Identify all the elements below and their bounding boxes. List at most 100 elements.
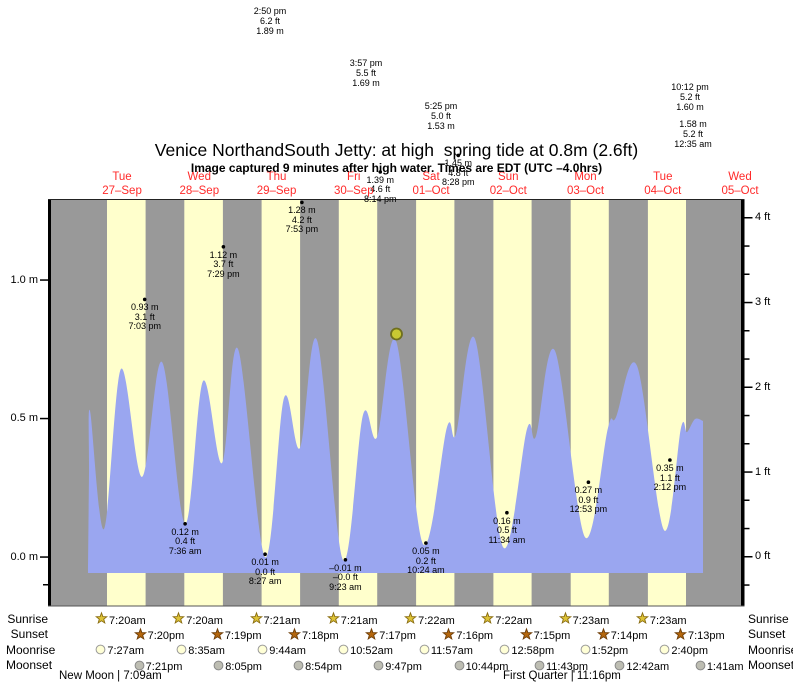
sunrise-star bbox=[94, 611, 109, 630]
moonrise-circle bbox=[338, 642, 349, 660]
moonrise-time: 9:44am bbox=[269, 645, 306, 657]
tide-event-dot bbox=[343, 558, 348, 562]
tide-annotation: 0.35 m 1.1 ft 2:12 pm bbox=[653, 463, 687, 493]
sunset-entry: 7:16pm bbox=[442, 627, 493, 646]
moonrise-circle bbox=[176, 642, 187, 660]
right-axis-tick bbox=[744, 330, 750, 332]
moonset-time: 11:43pm bbox=[545, 660, 588, 673]
tide-annotation: 0.05 m 0.2 ft 10:24 am bbox=[407, 546, 445, 576]
sunrise-star bbox=[326, 611, 340, 630]
moonset-time: 8:54pm bbox=[305, 660, 342, 673]
y-axis-right-label: 2 ft bbox=[755, 380, 771, 393]
plot-bottom-border bbox=[48, 605, 745, 607]
moonset-circle bbox=[454, 658, 465, 676]
sunset-time: 7:18pm bbox=[302, 630, 339, 642]
right-axis-tick bbox=[744, 301, 753, 304]
moonset-circle bbox=[213, 658, 224, 676]
left-axis-tick bbox=[40, 556, 48, 558]
right-axis-tick bbox=[744, 386, 753, 388]
day-label: Thu 29–Sep bbox=[256, 171, 297, 197]
sunset-star bbox=[287, 627, 302, 646]
sunrise-row-label-left: Sunrise bbox=[7, 611, 48, 626]
offchart-tide-annotation: 2:50 pm 6.2 ft 1.89 m bbox=[253, 5, 287, 37]
tide-annotation: 0.16 m 0.5 ft 11:34 am bbox=[488, 515, 526, 545]
y-axis-left-label: 0.5 m bbox=[10, 412, 38, 424]
sunrise-entry: 7:20am bbox=[94, 611, 146, 630]
moonrise-entry: 8:35am bbox=[176, 642, 225, 660]
moonrise-circle bbox=[419, 642, 430, 660]
sunrise-time: 7:23am bbox=[572, 614, 610, 627]
sunset-entry: 7:14pm bbox=[596, 627, 648, 646]
day-label: Mon 03–Oct bbox=[566, 171, 605, 197]
tide-annotation: 1.28 m 4.2 ft 7:53 pm bbox=[285, 205, 319, 235]
plot-top-border bbox=[48, 199, 745, 200]
right-axis-tick bbox=[744, 245, 750, 247]
left-axis-tick bbox=[40, 417, 48, 420]
tide-event-dot bbox=[142, 297, 147, 302]
moonrise-entry: 9:44am bbox=[257, 642, 306, 660]
moonrise-entry: 2:40pm bbox=[659, 642, 708, 660]
tide-event-dot bbox=[263, 552, 267, 556]
tide-annotation: –0.01 m –0.0 ft 9:23 am bbox=[329, 562, 362, 592]
right-axis-tick bbox=[744, 443, 750, 445]
sunrise-time: 7:23am bbox=[649, 614, 687, 627]
page-title: Venice NorthandSouth Jetty: at high spri… bbox=[154, 140, 639, 160]
right-axis-tick bbox=[744, 273, 750, 275]
moonrise-circle bbox=[499, 642, 510, 660]
y-axis-right-label: 1 ft bbox=[755, 465, 771, 478]
moonrise-time: 11:57am bbox=[430, 645, 473, 657]
moonrise-circle bbox=[257, 642, 268, 660]
moon-phase-label: First Quarter | 11:16pm bbox=[503, 670, 621, 682]
sunrise-entry: 7:21am bbox=[326, 611, 378, 630]
right-axis-tick bbox=[744, 471, 753, 473]
day-label: Wed 05–Oct bbox=[721, 171, 759, 197]
tide-event-dot bbox=[221, 245, 226, 249]
tide-event-dot bbox=[183, 522, 187, 526]
sunset-time: 7:16pm bbox=[456, 630, 494, 642]
y-axis-left-label: 1.0 m bbox=[10, 273, 38, 286]
sunrise-star bbox=[481, 611, 495, 630]
moonrise-time: 2:40pm bbox=[671, 645, 709, 657]
sunrise-entry: 7:23am bbox=[558, 611, 610, 630]
moonset-time: 7:21pm bbox=[145, 660, 183, 673]
moon-phase-label: New Moon | 7:09am bbox=[59, 670, 162, 682]
moonset-row-label-right: Moonset bbox=[748, 658, 793, 672]
offchart-tide-annotation: 10:12 pm 5.2 ft 1.60 m bbox=[671, 81, 709, 113]
moonset-entry: 7:21pm bbox=[134, 658, 183, 676]
sunrise-star bbox=[404, 611, 418, 630]
page-subtitle: Image captured 9 minutes after high wate… bbox=[190, 161, 603, 175]
day-label: Sun 02–Oct bbox=[489, 171, 527, 197]
sunset-time: 7:20pm bbox=[147, 630, 185, 642]
moonrise-time: 7:27am bbox=[107, 645, 145, 657]
sunrise-entry: 7:21am bbox=[249, 611, 300, 630]
tide-curve-area bbox=[88, 336, 703, 573]
moonset-time: 8:05pm bbox=[225, 660, 262, 673]
moonrise-time: 10:52am bbox=[350, 645, 393, 657]
moonset-entry: 12:42am bbox=[614, 658, 669, 676]
moonset-time: 12:42am bbox=[626, 660, 670, 673]
moonset-circle bbox=[373, 658, 384, 676]
moonset-time: 9:47pm bbox=[385, 660, 422, 673]
sunrise-star bbox=[558, 611, 572, 630]
right-axis-tick bbox=[744, 217, 753, 219]
sunrise-entry: 7:22am bbox=[404, 611, 455, 630]
tide-annotation: 1.45 m 4.8 ft 8:28 pm bbox=[442, 158, 475, 188]
sunset-time: 7:17pm bbox=[379, 630, 416, 642]
sunrise-star bbox=[249, 611, 263, 630]
day-label: Fri 30–Sep bbox=[333, 171, 374, 197]
current-tide-marker-icon bbox=[390, 327, 403, 341]
moonset-circle bbox=[134, 658, 145, 676]
offchart-tide-annotation: 3:57 pm 5.5 ft 1.69 m bbox=[349, 57, 383, 89]
moonset-circle bbox=[614, 658, 625, 676]
sunset-entry: 7:18pm bbox=[287, 627, 339, 646]
moonrise-entry: 11:57am bbox=[419, 642, 473, 660]
day-label: Wed 28–Sep bbox=[179, 171, 220, 197]
tide-event-dot bbox=[300, 200, 304, 205]
moonrise-circle bbox=[580, 642, 591, 660]
sunset-star bbox=[596, 627, 610, 646]
sunrise-time: 7:20am bbox=[186, 614, 223, 627]
